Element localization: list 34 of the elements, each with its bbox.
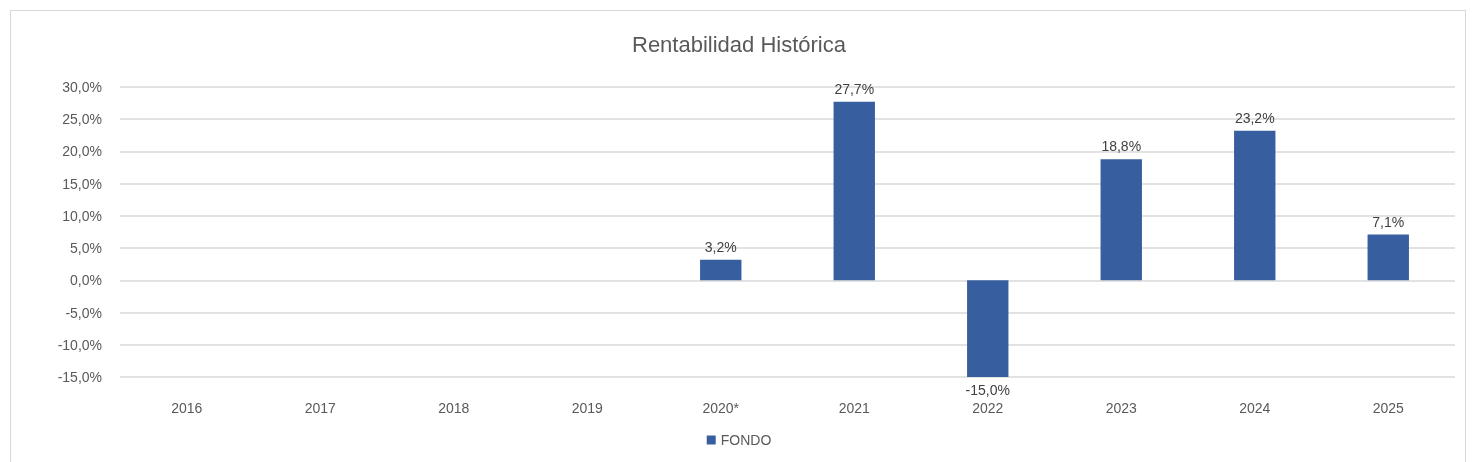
x-tick-label: 2020* (702, 400, 740, 416)
bar (967, 280, 1009, 377)
data-label: 27,7% (834, 80, 875, 97)
data-label: 3,2% (704, 238, 737, 255)
x-tick-label: 2017 (304, 400, 337, 416)
y-tick-label: 20,0% (62, 143, 102, 160)
data-label: -15,0% (965, 382, 1010, 398)
data-label: 7,1% (1372, 213, 1405, 230)
y-tick-label: -5,0% (65, 304, 102, 321)
x-tick-label: 2019 (571, 400, 604, 416)
bar (1100, 159, 1142, 281)
x-tick-label: 2021 (838, 400, 871, 416)
y-tick-label: -10,0% (57, 336, 102, 353)
x-tick-label: 2022 (972, 400, 1004, 416)
bar (1367, 234, 1409, 281)
legend-label: FONDO (720, 432, 772, 448)
chart-title: Rentabilidad Histórica (632, 31, 847, 57)
bar (1234, 130, 1276, 281)
y-tick-label: 15,0% (62, 175, 102, 192)
y-tick-label: 25,0% (62, 111, 102, 128)
data-label: 18,8% (1101, 138, 1142, 155)
x-tick-label: 2018 (438, 400, 470, 416)
y-tick-label: 5,0% (70, 240, 102, 257)
x-tick-label: 2024 (1239, 400, 1271, 416)
x-tick-label: 2016 (171, 400, 203, 416)
x-tick-label: 2023 (1105, 400, 1138, 416)
y-tick-label: 30,0% (62, 79, 102, 95)
x-tick-label: 2025 (1372, 400, 1405, 416)
bar (700, 259, 742, 281)
bar (833, 101, 875, 281)
data-label: 23,2% (1234, 109, 1275, 126)
y-tick-label: -15,0% (57, 369, 102, 385)
y-tick-label: 0,0% (70, 272, 102, 289)
y-tick-label: 10,0% (62, 207, 102, 224)
